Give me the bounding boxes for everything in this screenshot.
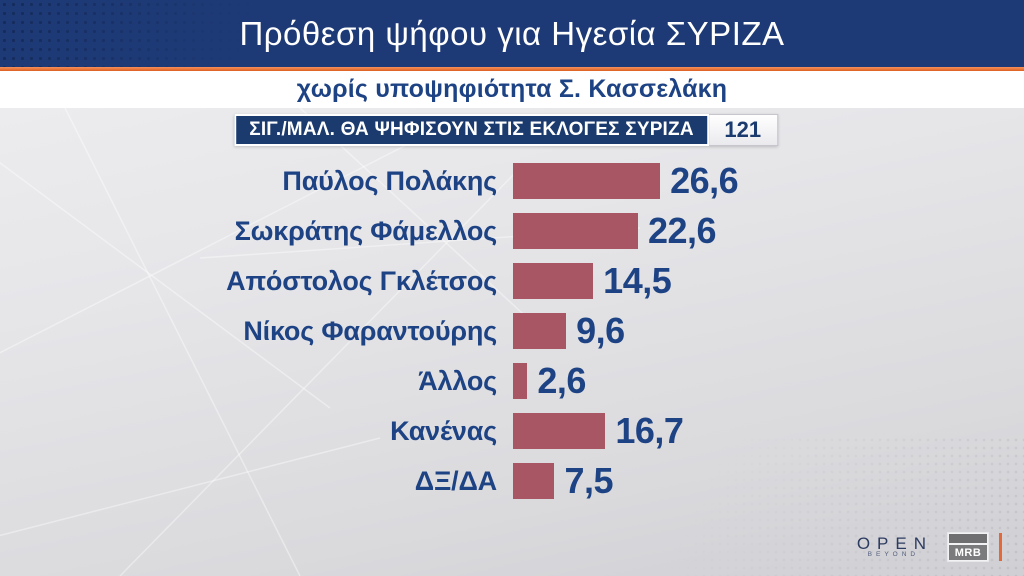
bar (513, 363, 528, 399)
bar-value-label: 2,6 (537, 360, 586, 401)
bar-value-label: 9,6 (576, 310, 625, 351)
sample-badge: ΣΙΓ./ΜΑΛ. ΘΑ ΨΗΦΙΣΟΥΝ ΣΤΙΣ ΕΚΛΟΓΕΣ ΣΥΡΙΖ… (234, 114, 778, 146)
chart-row: Απόστολος Γκλέτσος 14,5 (0, 260, 1024, 301)
bar (513, 263, 594, 299)
orange-tick (999, 533, 1002, 561)
page-subtitle: χωρίς υποψηφιότητα Σ. Κασσελάκη (296, 75, 728, 103)
mrb-logo: MRB (947, 532, 989, 562)
bar-rows: Παύλος Πολάκης 26,6 Σωκράτης Φάμελλος 22,6 Α… (0, 160, 1024, 513)
bar (513, 163, 661, 199)
bar (513, 413, 606, 449)
open-channel-logo: OPEN BEYOND (850, 533, 933, 559)
chart-row: Σωκράτης Φάμελλος 22,6 (0, 210, 1024, 251)
bar-category-label: Σωκράτης Φάμελλος (234, 215, 498, 246)
bar-value-label: 16,7 (615, 410, 684, 451)
chart-row: Άλλος 2,6 (0, 360, 1024, 401)
sample-badge-label: ΣΙΓ./ΜΑΛ. ΘΑ ΨΗΦΙΣΟΥΝ ΣΤΙΣ ΕΚΛΟΓΕΣ ΣΥΡΙΖ… (234, 114, 709, 146)
chart-row: Παύλος Πολάκης 26,6 (0, 160, 1024, 201)
subtitle-band: χωρίς υποψηφιότητα Σ. Κασσελάκη (0, 71, 1024, 108)
orange-divider (0, 67, 1024, 71)
bar-category-label: Παύλος Πολάκης (282, 165, 497, 196)
bar (513, 213, 638, 249)
chart-row: Κανένας 16,7 (0, 410, 1024, 451)
bar-value-label: 14,5 (603, 260, 672, 301)
bar-category-label: ΔΞ/ΔΑ (414, 465, 497, 496)
bar-category-label: Άλλος (418, 365, 497, 396)
mrb-logo-label: MRB (949, 545, 987, 560)
bar-value-label: 22,6 (647, 210, 717, 251)
page-title: Πρόθεση ψήφου για Ηγεσία ΣΥΡΙΖΑ (239, 14, 785, 52)
sample-badge-value: 121 (708, 114, 778, 146)
bar-value-label: 7,5 (564, 460, 614, 501)
bar (513, 463, 555, 499)
open-logo-word: OPEN (856, 533, 933, 553)
chart-area: ΣΙΓ./ΜΑΛ. ΘΑ ΨΗΦΙΣΟΥΝ ΣΤΙΣ ΕΚΛΟΓΕΣ ΣΥΡΙΖ… (0, 108, 1024, 576)
bar-category-label: Κανένας (390, 415, 497, 446)
header-banner: Πρόθεση ψήφου για Ηγεσία ΣΥΡΙΖΑ (0, 0, 1024, 67)
mrb-logo-bar (949, 534, 987, 543)
bar-category-label: Νίκος Φαραντούρης (243, 315, 497, 346)
chart-row: Νίκος Φαραντούρης 9,6 (0, 310, 1024, 351)
chart-row: ΔΞ/ΔΑ 7,5 (0, 460, 1024, 501)
footer-logos: OPEN BEYOND MRB (850, 532, 1002, 562)
banner-dot-pattern (0, 0, 300, 67)
bar (513, 313, 567, 349)
bar-value-label: 26,6 (670, 160, 739, 201)
open-logo-tagline: BEYOND (867, 550, 920, 558)
bar-category-label: Απόστολος Γκλέτσος (226, 265, 497, 296)
